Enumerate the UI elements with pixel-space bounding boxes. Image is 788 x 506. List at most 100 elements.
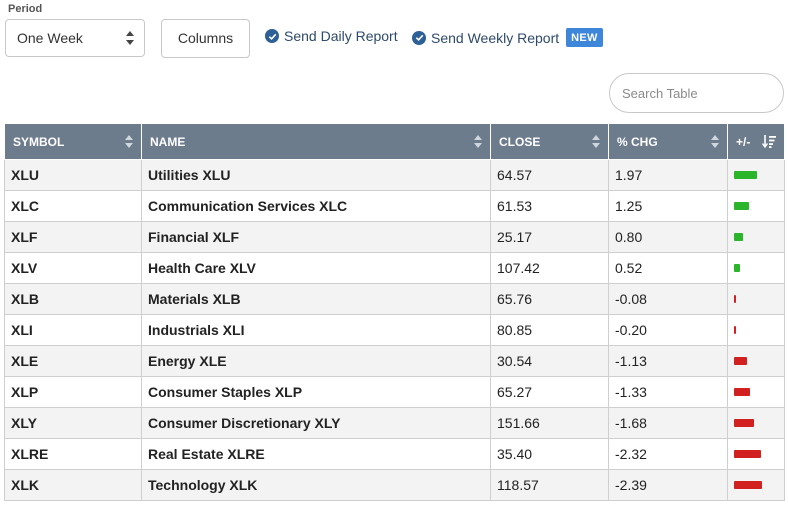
symbol-cell: XLP xyxy=(4,376,142,408)
close-cell: 107.42 xyxy=(490,252,609,284)
check-icon xyxy=(412,30,426,45)
name-link[interactable]: Industrials XLI xyxy=(141,314,491,346)
close-cell: 25.17 xyxy=(490,221,609,253)
positive-change-bar xyxy=(734,264,740,272)
pct-chg-cell: -1.68 xyxy=(608,407,728,439)
pct-chg-cell: -1.33 xyxy=(608,376,728,408)
close-cell: 30.54 xyxy=(490,345,609,377)
negative-change-bar xyxy=(734,450,761,458)
send-daily-report-toggle[interactable]: Send Daily Report xyxy=(265,28,398,44)
name-link[interactable]: Utilities XLU xyxy=(141,159,491,191)
send-weekly-report-label: Send Weekly Report xyxy=(431,29,560,46)
close-cell: 35.40 xyxy=(490,438,609,470)
symbol-cell: XLI xyxy=(4,314,142,346)
pct-chg-cell: 0.80 xyxy=(608,221,728,253)
name-link[interactable]: Materials XLB xyxy=(141,283,491,315)
column-header-label: SYMBOL xyxy=(13,134,65,149)
change-bar-cell xyxy=(727,438,785,470)
sort-arrows-icon xyxy=(711,135,719,148)
symbol-cell: XLB xyxy=(4,283,142,315)
pct-chg-cell: -2.32 xyxy=(608,438,728,470)
symbol-cell: XLC xyxy=(4,190,142,222)
period-select-value: One Week xyxy=(17,30,83,46)
name-link[interactable]: Technology XLK xyxy=(141,469,491,501)
sector-table: SYMBOL NAME CLOSE % CHG +/- xyxy=(4,123,785,501)
negative-change-bar xyxy=(734,388,750,396)
symbol-cell: XLU xyxy=(4,159,142,191)
table-row[interactable]: XLV Health Care XLV 107.42 0.52 xyxy=(4,252,785,284)
column-header-label: CLOSE xyxy=(499,134,541,149)
table-row[interactable]: XLK Technology XLK 118.57 -2.39 xyxy=(4,469,785,501)
positive-change-bar xyxy=(734,202,749,210)
symbol-cell: XLY xyxy=(4,407,142,439)
symbol-cell: XLE xyxy=(4,345,142,377)
sort-arrows-icon xyxy=(474,135,482,148)
name-link[interactable]: Real Estate XLRE xyxy=(141,438,491,470)
name-link[interactable]: Financial XLF xyxy=(141,221,491,253)
change-bar-cell xyxy=(727,252,785,284)
column-header-symbol[interactable]: SYMBOL xyxy=(4,123,142,160)
name-link[interactable]: Consumer Discretionary XLY xyxy=(141,407,491,439)
change-bar-cell xyxy=(727,469,785,501)
table-row[interactable]: XLF Financial XLF 25.17 0.80 xyxy=(4,221,785,253)
pct-chg-cell: -0.20 xyxy=(608,314,728,346)
send-weekly-report-toggle[interactable]: Send Weekly Report NEW xyxy=(412,28,603,47)
column-header-pct-chg[interactable]: % CHG xyxy=(608,123,728,160)
pct-chg-cell: 1.97 xyxy=(608,159,728,191)
column-header-label: NAME xyxy=(150,134,186,149)
close-cell: 80.85 xyxy=(490,314,609,346)
change-bar-cell xyxy=(727,314,785,346)
columns-button[interactable]: Columns xyxy=(161,19,250,58)
new-badge: NEW xyxy=(566,28,603,47)
symbol-cell: XLRE xyxy=(4,438,142,470)
symbol-cell: XLV xyxy=(4,252,142,284)
table-row[interactable]: XLP Consumer Staples XLP 65.27 -1.33 xyxy=(4,376,785,408)
change-bar-cell xyxy=(727,190,785,222)
period-label: Period xyxy=(8,3,43,15)
check-icon xyxy=(265,29,279,43)
sort-arrows-icon xyxy=(125,135,133,148)
column-header-close[interactable]: CLOSE xyxy=(490,123,609,160)
change-bar-cell xyxy=(727,407,785,439)
close-cell: 64.57 xyxy=(490,159,609,191)
table-row[interactable]: XLC Communication Services XLC 61.53 1.25 xyxy=(4,190,785,222)
negative-change-bar xyxy=(734,419,754,427)
name-link[interactable]: Energy XLE xyxy=(141,345,491,377)
period-select[interactable]: One Week xyxy=(5,19,145,57)
table-row[interactable]: XLB Materials XLB 65.76 -0.08 xyxy=(4,283,785,315)
search-table-input[interactable] xyxy=(609,73,784,113)
pct-chg-cell: -2.39 xyxy=(608,469,728,501)
column-header-name[interactable]: NAME xyxy=(141,123,491,160)
change-bar-cell xyxy=(727,376,785,408)
positive-change-bar xyxy=(734,171,757,179)
change-bar-cell xyxy=(727,345,785,377)
close-cell: 151.66 xyxy=(490,407,609,439)
column-header-label: % CHG xyxy=(617,134,658,149)
table-header-row: SYMBOL NAME CLOSE % CHG +/- xyxy=(4,123,785,160)
table-row[interactable]: XLU Utilities XLU 64.57 1.97 xyxy=(4,159,785,191)
close-cell: 118.57 xyxy=(490,469,609,501)
change-bar-cell xyxy=(727,221,785,253)
name-link[interactable]: Communication Services XLC xyxy=(141,190,491,222)
column-header-label: +/- xyxy=(736,134,751,149)
table-row[interactable]: XLI Industrials XLI 80.85 -0.20 xyxy=(4,314,785,346)
column-header-plus-minus[interactable]: +/- xyxy=(727,123,785,160)
select-arrows-icon xyxy=(126,31,134,45)
close-cell: 65.76 xyxy=(490,283,609,315)
pct-chg-cell: 1.25 xyxy=(608,190,728,222)
symbol-cell: XLK xyxy=(4,469,142,501)
negative-change-bar xyxy=(734,481,762,489)
change-bar-cell xyxy=(727,159,785,191)
close-cell: 65.27 xyxy=(490,376,609,408)
sort-descending-icon xyxy=(762,135,776,148)
pct-chg-cell: -1.13 xyxy=(608,345,728,377)
table-row[interactable]: XLY Consumer Discretionary XLY 151.66 -1.68 xyxy=(4,407,785,439)
negative-change-bar xyxy=(734,357,747,365)
table-row[interactable]: XLRE Real Estate XLRE 35.40 -2.32 xyxy=(4,438,785,470)
name-link[interactable]: Consumer Staples XLP xyxy=(141,376,491,408)
table-row[interactable]: XLE Energy XLE 30.54 -1.13 xyxy=(4,345,785,377)
name-link[interactable]: Health Care XLV xyxy=(141,252,491,284)
positive-change-bar xyxy=(734,233,743,241)
pct-chg-cell: 0.52 xyxy=(608,252,728,284)
change-bar-cell xyxy=(727,283,785,315)
